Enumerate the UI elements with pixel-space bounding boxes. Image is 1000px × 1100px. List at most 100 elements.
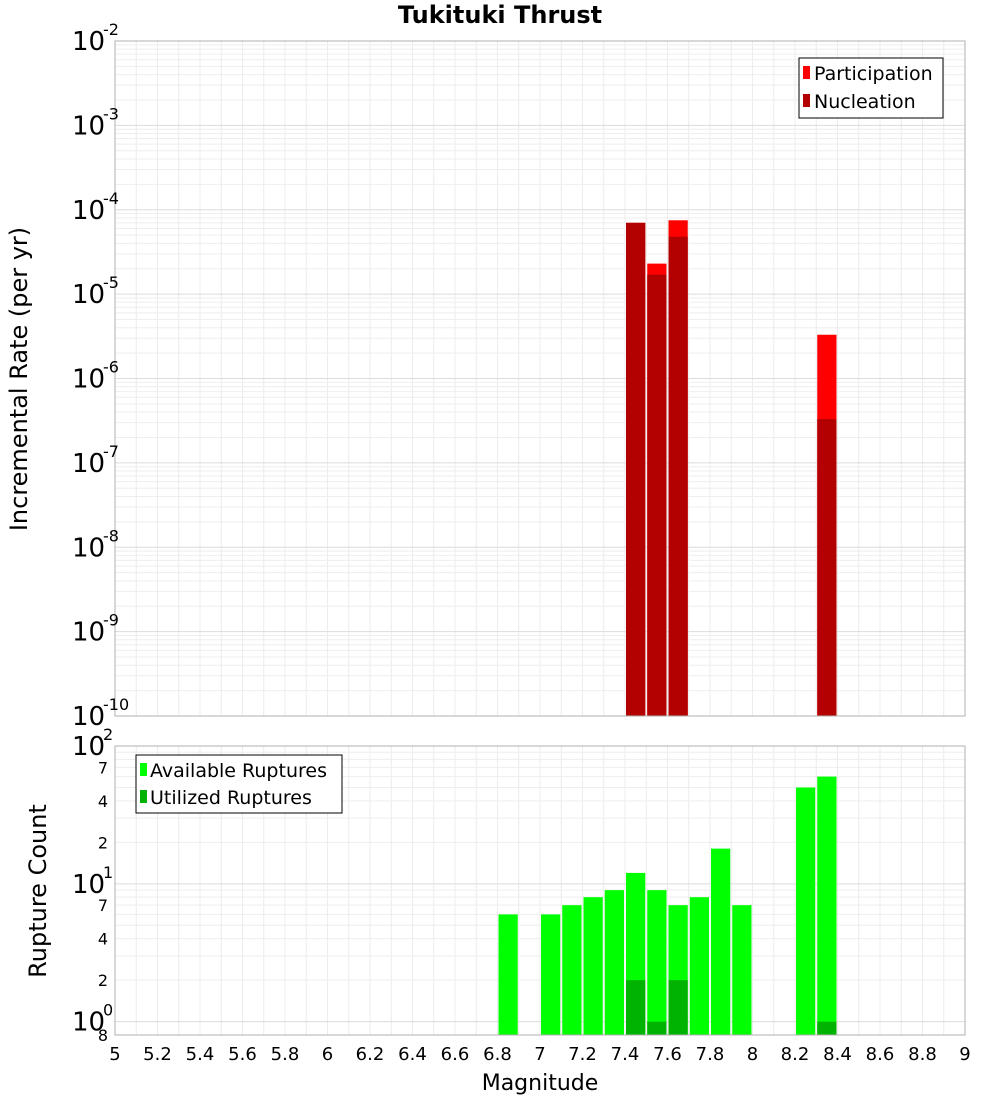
bottom-y-axis-label: Rupture Count	[24, 804, 52, 978]
bottom-y-tick-exponent: 1	[103, 863, 113, 882]
available-ruptures-bar	[711, 848, 731, 1035]
top-y-tick-label: 10-6	[72, 358, 119, 395]
legend-label-nucleation: Nucleation	[814, 91, 916, 113]
bottom-y-minor-tick-label: 7	[98, 896, 108, 915]
top-y-tick-label: 10-8	[72, 526, 119, 563]
top-y-tick-base: 10	[72, 365, 105, 395]
bottom-y-tick-base: 10	[72, 732, 105, 762]
chart-title: Tukituki Thrust	[398, 1, 602, 29]
available-ruptures-bar	[583, 897, 603, 1035]
top-legend-box	[798, 57, 944, 119]
top-y-tick-exponent: -3	[103, 104, 119, 123]
x-tick-label: 5	[109, 1044, 120, 1065]
top-legend: Participation Nucleation	[798, 57, 944, 119]
x-tick-label: 6.8	[483, 1044, 512, 1065]
top-y-tick-exponent: -8	[103, 526, 119, 545]
top-y-tick-base: 10	[72, 533, 105, 563]
x-tick-label: 5.4	[186, 1044, 215, 1065]
bottom-legend-box	[135, 754, 343, 814]
top-y-tick-base: 10	[72, 27, 105, 57]
x-tick-label: 5.6	[228, 1044, 257, 1065]
available-ruptures-bar	[647, 890, 667, 1035]
bottom-y-minor-tick-label: 8	[98, 1026, 108, 1045]
x-tick-label: 6	[322, 1044, 333, 1065]
bottom-y-tick-exponent: 2	[103, 725, 113, 744]
top-y-tick-exponent: -5	[103, 273, 119, 292]
available-ruptures-bar	[562, 905, 582, 1035]
top-y-tick-base: 10	[72, 280, 105, 310]
x-tick-label: 7	[534, 1044, 545, 1065]
nucleation-bar	[817, 419, 837, 716]
bottom-y-minor-tick-label: 4	[98, 930, 108, 949]
x-tick-label: 8.4	[823, 1044, 852, 1065]
utilized-ruptures-bar	[626, 980, 646, 1035]
utilized-ruptures-bar	[647, 1021, 667, 1035]
legend-label-participation: Participation	[814, 63, 933, 85]
top-y-tick-exponent: -6	[103, 358, 119, 377]
top-y-tick-base: 10	[72, 196, 105, 226]
legend-swatch-available	[140, 763, 147, 776]
x-tick-label: 6.4	[398, 1044, 427, 1065]
x-tick-label: 9	[959, 1044, 970, 1065]
bottom-y-minor-tick-label: 2	[98, 971, 108, 990]
x-tick-label: 5.8	[271, 1044, 300, 1065]
x-tick-label: 7.6	[653, 1044, 682, 1065]
bottom-legend: Available Ruptures Utilized Ruptures	[135, 754, 343, 814]
bottom-y-tick-base: 10	[72, 1008, 105, 1038]
x-tick-label: 8.6	[866, 1044, 895, 1065]
legend-swatch-nucleation	[803, 94, 810, 107]
available-ruptures-bar	[796, 787, 816, 1035]
x-tick-label: 8.8	[908, 1044, 937, 1065]
x-tick-label: 5.2	[143, 1044, 172, 1065]
nucleation-bar	[626, 222, 646, 716]
legend-label-utilized: Utilized Ruptures	[150, 787, 312, 809]
x-axis-label: Magnitude	[482, 1071, 599, 1096]
top-y-tick-label: 10-9	[72, 611, 119, 648]
top-y-tick-label: 10-7	[72, 442, 119, 479]
bottom-y-tick-label: 102	[72, 725, 113, 762]
x-tick-label: 7.4	[611, 1044, 640, 1065]
bottom-y-tick-exponent: 0	[103, 1001, 113, 1020]
available-ruptures-bar	[817, 776, 837, 1035]
bottom-y-minor-tick-label: 7	[98, 758, 108, 777]
top-plot-frame	[114, 40, 966, 717]
nucleation-bar	[668, 236, 688, 716]
top-y-tick-exponent: -10	[103, 695, 129, 714]
top-y-tick-base: 10	[72, 618, 105, 648]
bottom-y-minor-tick-label: 4	[98, 792, 108, 811]
available-ruptures-bar	[498, 914, 518, 1035]
nucleation-bar	[647, 274, 667, 716]
top-y-tick-label: 10-2	[72, 20, 119, 57]
available-ruptures-bar	[604, 890, 624, 1035]
x-tick-label: 7.8	[696, 1044, 725, 1065]
x-tick-label: 6.2	[356, 1044, 385, 1065]
x-tick-label: 7.2	[568, 1044, 597, 1065]
x-tick-label: 8	[747, 1044, 758, 1065]
top-y-tick-exponent: -2	[103, 20, 119, 39]
top-y-tick-exponent: -9	[103, 611, 119, 630]
available-ruptures-bar	[689, 897, 709, 1035]
utilized-ruptures-bar	[668, 980, 688, 1035]
top-y-tick-label: 10-3	[72, 104, 119, 141]
top-y-tick-label: 10-10	[72, 695, 129, 732]
bottom-y-tick-base: 10	[72, 870, 105, 900]
x-tick-label: 8.2	[781, 1044, 810, 1065]
top-panel: 10-210-310-410-510-610-710-810-910-10 In…	[5, 20, 966, 732]
top-y-tick-label: 10-4	[72, 189, 119, 226]
top-y-axis-label: Incremental Rate (per yr)	[5, 227, 33, 531]
legend-label-available: Available Ruptures	[150, 760, 327, 782]
top-y-tick-base: 10	[72, 702, 105, 732]
top-y-tick-exponent: -7	[103, 442, 119, 461]
available-ruptures-bar	[732, 905, 752, 1035]
bottom-y-tick-label: 101	[72, 863, 113, 900]
utilized-ruptures-bar	[817, 1021, 837, 1035]
available-ruptures-bar	[541, 914, 561, 1035]
bottom-plot-frame	[114, 745, 966, 1036]
top-y-tick-label: 10-5	[72, 273, 119, 310]
top-y-tick-base: 10	[72, 111, 105, 141]
legend-swatch-participation	[803, 66, 810, 79]
top-y-tick-base: 10	[72, 449, 105, 479]
x-tick-label: 6.6	[441, 1044, 470, 1065]
